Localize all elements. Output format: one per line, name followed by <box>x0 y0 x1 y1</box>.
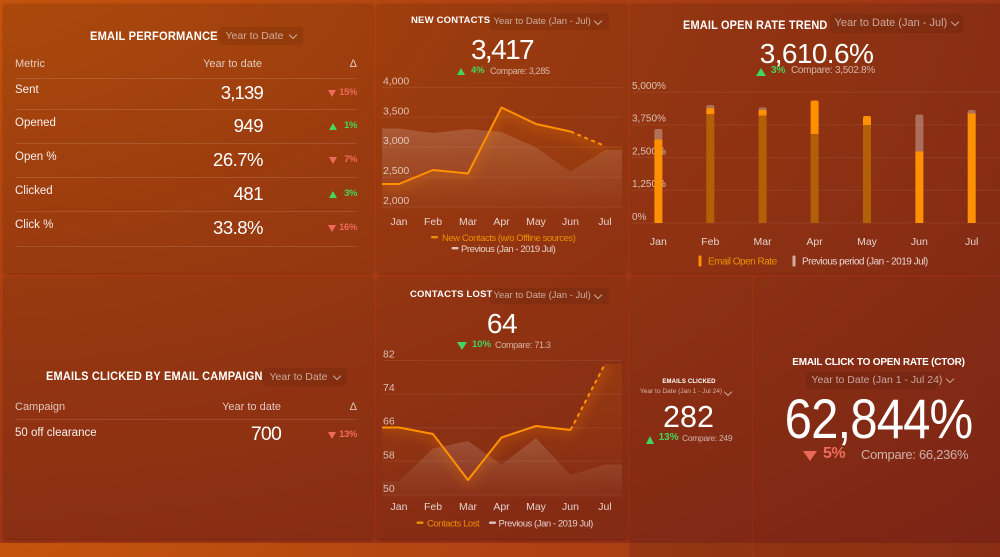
svg-text:Jun: Jun <box>562 501 579 513</box>
svg-text:May: May <box>526 216 547 228</box>
svg-text:1,250%: 1,250% <box>632 179 666 190</box>
svg-text:3,750%: 3,750% <box>632 114 666 125</box>
svg-text:Feb: Feb <box>424 216 442 228</box>
svg-text:Jan: Jan <box>650 236 667 248</box>
svg-text:2,000: 2,000 <box>383 195 409 207</box>
svg-text:3,500: 3,500 <box>383 105 409 117</box>
svg-text:May: May <box>526 501 547 513</box>
svg-text:Feb: Feb <box>424 501 442 513</box>
svg-text:Jul: Jul <box>598 501 611 513</box>
svg-text:Jun: Jun <box>911 236 928 248</box>
svg-text:Previous (Jan - 2019 Jul): Previous (Jan - 2019 Jul) <box>461 244 556 255</box>
svg-text:58: 58 <box>383 449 395 461</box>
svg-text:0%: 0% <box>632 212 647 223</box>
svg-text:Jan: Jan <box>391 216 408 228</box>
svg-text:66: 66 <box>383 416 395 428</box>
svg-text:Mar: Mar <box>459 501 478 513</box>
svg-text:4,000: 4,000 <box>383 76 409 88</box>
svg-text:Contacts Lost: Contacts Lost <box>427 519 480 530</box>
svg-text:2,500%: 2,500% <box>632 146 666 157</box>
svg-text:New Contacts (w/o Offline sour: New Contacts (w/o Offline sources) <box>442 233 576 244</box>
svg-text:82: 82 <box>383 349 395 361</box>
svg-text:Mar: Mar <box>459 216 478 228</box>
svg-text:May: May <box>857 236 878 248</box>
svg-text:74: 74 <box>383 382 395 394</box>
svg-text:Apr: Apr <box>493 501 510 513</box>
svg-text:Feb: Feb <box>701 236 719 248</box>
svg-text:Jan: Jan <box>391 501 408 513</box>
svg-text:50: 50 <box>383 483 395 495</box>
svg-text:Previous (Jan - 2019 Jul): Previous (Jan - 2019 Jul) <box>499 519 594 530</box>
svg-text:Previous period (Jan - 2019 Ju: Previous period (Jan - 2019 Jul) <box>802 257 928 268</box>
svg-text:5,000%: 5,000% <box>632 81 666 92</box>
svg-text:Jul: Jul <box>965 236 978 248</box>
svg-text:3,000: 3,000 <box>383 135 409 147</box>
svg-text:Mar: Mar <box>754 236 773 248</box>
svg-text:Apr: Apr <box>806 236 823 248</box>
svg-text:2,500: 2,500 <box>383 165 409 177</box>
svg-text:Jun: Jun <box>562 216 579 228</box>
svg-text:Apr: Apr <box>493 216 510 228</box>
svg-text:Email Open Rate: Email Open Rate <box>708 257 778 268</box>
svg-text:Jul: Jul <box>598 216 611 228</box>
